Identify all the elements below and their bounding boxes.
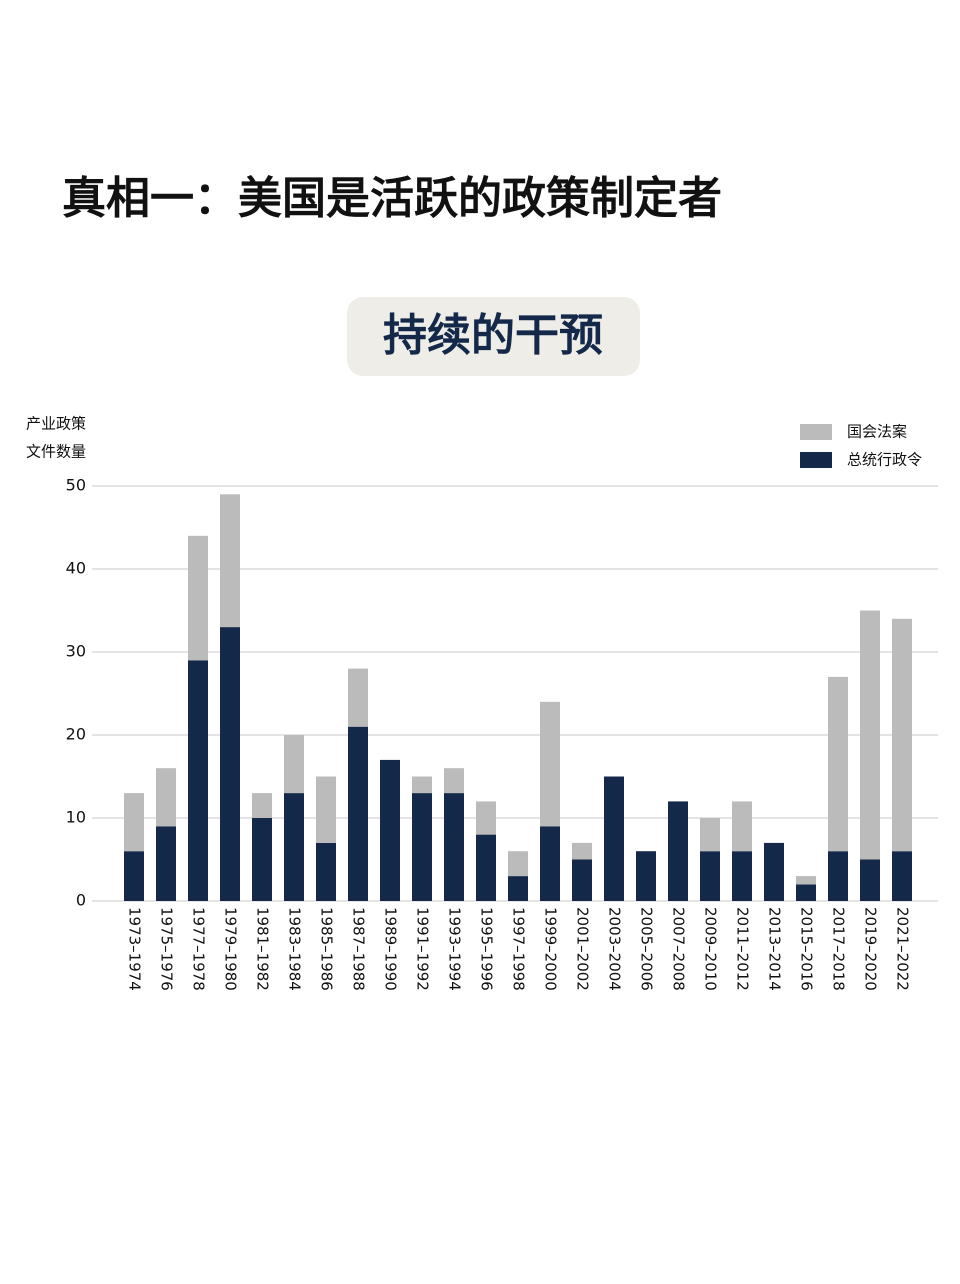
bar-segment [860,610,880,860]
bar-segment [828,851,848,901]
x-tick-label: 2019–2020 [862,907,880,991]
bar-segment [476,801,496,835]
bar-segment [412,776,432,794]
bar-segment [700,818,720,852]
x-tick-label: 2011–2012 [734,907,752,991]
bar-segment [668,801,688,901]
x-tick-label: 1977–1978 [190,907,208,991]
bar-segment [444,793,464,901]
bar-segment [892,618,912,852]
x-tick-label: 2009–2010 [702,907,720,991]
bar-segment [604,776,624,901]
bar-segment [412,793,432,901]
bar-segment [796,876,816,885]
bar-segment [732,801,752,852]
bar-segment [476,834,496,901]
x-tick-label: 1997–1998 [510,907,528,991]
y-tick-label: 10 [66,808,86,827]
bar-segment [124,851,144,901]
bar-segment [892,851,912,901]
x-tick-label: 1993–1994 [446,907,464,991]
bar-segment [156,826,176,901]
bar-segment [828,676,848,852]
x-tick-label: 1989–1990 [382,907,400,991]
y-tick-label: 50 [66,476,86,495]
bar-segment [572,842,592,860]
bar-segment [188,660,208,901]
x-tick-label: 1981–1982 [254,907,272,991]
y-tick-label: 30 [66,642,86,661]
bar-segment [348,726,368,901]
bar-segment [188,535,208,661]
x-tick-label: 1983–1984 [286,907,304,991]
legend-swatch [800,424,832,440]
legend-label: 国会法案 [847,423,907,441]
page-title: 真相一：美国是活跃的政策制定者 [62,173,722,224]
y-tick-label: 40 [66,559,86,578]
bar-segment [700,851,720,901]
bar-segment [316,776,336,843]
x-tick-label: 1991–1992 [414,907,432,991]
bar-segment [348,668,368,727]
x-tick-label: 1985–1986 [318,907,336,991]
x-tick-label: 2001–2002 [574,907,592,991]
legend-swatch [800,452,832,468]
bar-segment [284,793,304,901]
bar-segment [636,851,656,901]
bar-segment [380,759,400,901]
x-tick-label: 1975–1976 [158,907,176,991]
x-tick-label: 1979–1980 [222,907,240,991]
bar-segment [220,627,240,901]
bar-segment [444,768,464,794]
bar-segment [156,768,176,827]
subtitle-pill [347,297,640,376]
y-axis-label: 产业政策 [26,415,86,433]
x-tick-label: 2007–2008 [670,907,688,991]
x-tick-label: 1973–1974 [126,907,144,991]
x-tick-label: 2015–2016 [798,907,816,991]
bar-segment [508,876,528,901]
y-axis-label: 文件数量 [26,443,86,461]
bar-segment [540,826,560,901]
x-tick-label: 2017–2018 [830,907,848,991]
chart-title: 持续的干预 [383,310,603,361]
bar-segment [284,735,304,794]
x-tick-label: 2003–2004 [606,907,624,991]
bar-segment [796,884,816,901]
bar-segment [252,793,272,818]
bar-segment [316,842,336,901]
x-tick-label: 2013–2014 [766,907,784,991]
bar-segment [860,859,880,901]
x-tick-label: 2021–2022 [894,907,912,991]
bar-segment [572,859,592,901]
bar-segment [732,851,752,901]
bar-segment [764,842,784,901]
x-tick-label: 1995–1996 [478,907,496,991]
y-tick-label: 0 [76,891,86,910]
bar-segment [124,793,144,852]
bar-segment [220,494,240,628]
bar-segment [252,818,272,901]
y-tick-label: 20 [66,725,86,744]
x-tick-label: 1999–2000 [542,907,560,991]
x-tick-label: 1987–1988 [350,907,368,991]
bar-segment [540,701,560,827]
bar-segment [508,851,528,877]
legend-label: 总统行政令 [847,451,922,469]
x-tick-label: 2005–2006 [638,907,656,991]
